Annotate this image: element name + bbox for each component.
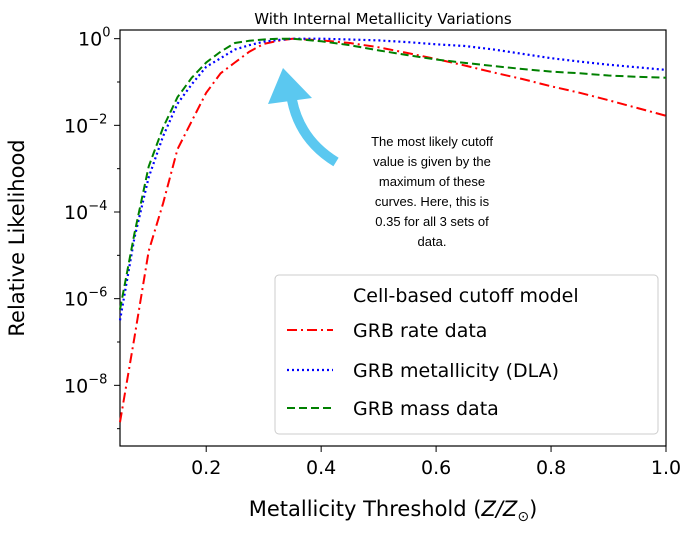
annotation-line: value is given by the	[373, 154, 491, 169]
series-line-2	[119, 37, 667, 310]
chart-title: With Internal Metallicity Variations	[254, 10, 512, 28]
y-tick-label: 100	[78, 26, 110, 51]
arrow-head	[268, 68, 312, 104]
x-axis-label: Metallicity Threshold (Z/Z⊙)	[249, 497, 538, 525]
x-tick-label: 0.2	[191, 457, 221, 479]
y-tick-label: 10−2	[64, 112, 107, 137]
annotation-text: The most likely cutoff value is given by…	[371, 134, 493, 249]
legend-label-dla: GRB metallicity (DLA)	[353, 360, 559, 382]
x-axis-ticks: 0.2 0.4 0.6 0.8 1.0	[191, 446, 681, 479]
legend-label-mass: GRB mass data	[353, 398, 499, 420]
x-tick-label: 0.4	[306, 457, 336, 479]
y-axis-ticks: 100 10−2 10−4 10−6 10−8	[64, 26, 120, 430]
annotation-line: data.	[418, 234, 447, 249]
x-tick-label: 0.8	[536, 457, 566, 479]
legend-label-rate: GRB rate data	[353, 320, 487, 342]
plot-frame	[119, 29, 667, 447]
y-axis-label: Relative Likelihood	[5, 139, 29, 336]
arrow-shaft	[287, 98, 339, 167]
x-tick-label: 1.0	[651, 457, 681, 479]
annotation-arrow	[268, 68, 339, 167]
y-tick-label: 10−6	[64, 286, 107, 311]
x-tick-label: 0.6	[421, 457, 451, 479]
series-layer	[118, 37, 667, 423]
annotation-line: maximum of these	[379, 174, 485, 189]
y-tick-label: 10−8	[64, 372, 107, 397]
y-tick-label: 10−4	[64, 199, 107, 224]
annotation-line: 0.35 for all 3 sets of	[375, 214, 489, 229]
legend-box	[274, 274, 659, 435]
legend: Cell-based cutoff model GRB rate data GR…	[274, 274, 659, 435]
legend-title: Cell-based cutoff model	[353, 285, 579, 307]
annotation-line: The most likely cutoff	[371, 134, 493, 149]
annotation-line: curves. Here, this is	[375, 194, 490, 209]
